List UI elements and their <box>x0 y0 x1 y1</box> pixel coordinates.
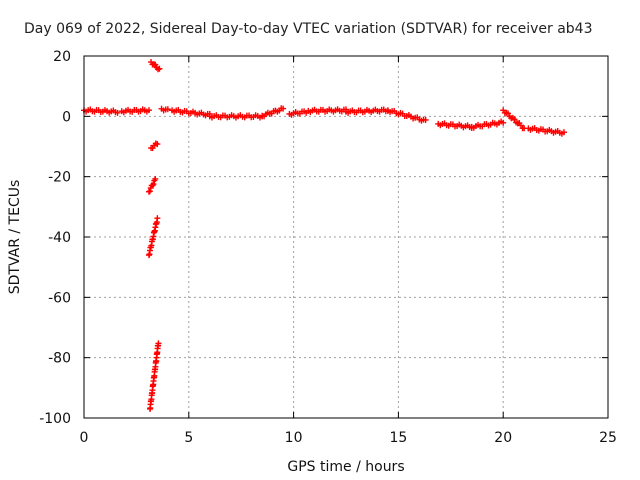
data-segment <box>81 106 121 116</box>
data-segment <box>206 112 266 121</box>
data-segment <box>158 105 171 114</box>
y-tick-label: -20 <box>48 170 71 186</box>
data-segment <box>147 340 162 412</box>
data-segment <box>384 107 429 124</box>
data-segment <box>145 215 161 259</box>
x-tick-label: 0 <box>80 430 89 446</box>
x-tick-label: 10 <box>285 430 303 446</box>
x-tick-label: 15 <box>389 430 407 446</box>
data-segment <box>305 106 349 116</box>
data-segment <box>286 108 310 118</box>
x-tick-label: 20 <box>494 430 512 446</box>
data-segment <box>525 125 567 137</box>
data-segment <box>435 120 475 131</box>
data-segment <box>169 106 213 119</box>
data-segment <box>259 105 287 120</box>
y-tick-label: -60 <box>48 290 71 306</box>
y-axis-label: SDTVAR / TECUs <box>7 180 23 295</box>
y-tick-label: 20 <box>53 49 71 65</box>
data-segment <box>468 118 507 131</box>
y-tick-label: 0 <box>62 109 71 125</box>
data-segment <box>148 59 163 73</box>
x-tick-label: 5 <box>184 430 193 446</box>
y-tick-label: -40 <box>48 230 71 246</box>
data-segment <box>343 106 391 116</box>
x-tick-label: 25 <box>599 430 617 446</box>
data-segment <box>118 106 152 116</box>
axis-ticks: 0 5 10 15 20 25 -100 -80 -60 -40 -20 0 20 <box>39 49 617 446</box>
data-segment <box>500 107 528 132</box>
plot-frame <box>83 55 609 419</box>
data-segment <box>148 140 161 152</box>
data-series-sdtvar <box>81 59 567 412</box>
data-segment <box>145 175 159 195</box>
y-tick-label: -100 <box>39 411 71 427</box>
y-tick-label: -80 <box>48 351 71 367</box>
chart-title: Day 069 of 2022, Sidereal Day-to-day VTE… <box>24 21 593 37</box>
x-axis-label: GPS time / hours <box>287 459 404 475</box>
